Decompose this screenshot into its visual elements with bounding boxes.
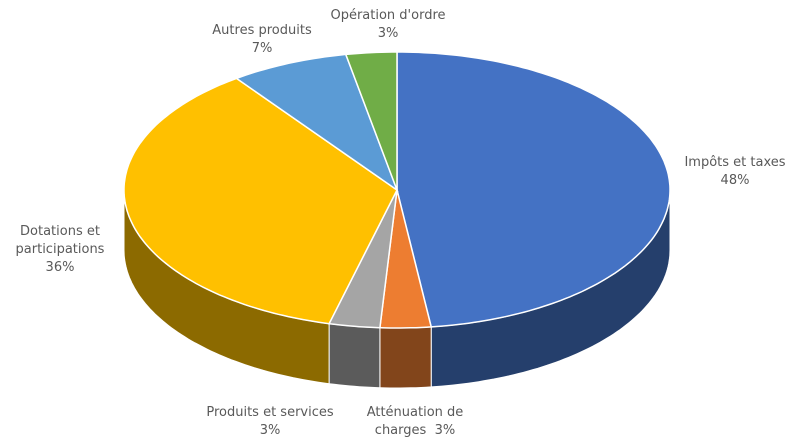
category-name: Dotations et participations bbox=[15, 224, 105, 257]
pie-slice bbox=[396, 51, 671, 328]
pie-slice bbox=[234, 53, 399, 192]
category-name: Produits et services bbox=[206, 405, 334, 420]
slice-label: Atténuation de charges 3% bbox=[358, 404, 473, 440]
slice-label: Impôts et taxes 48% bbox=[680, 154, 790, 190]
pie-slice bbox=[344, 51, 398, 191]
percent-label: 3% bbox=[259, 423, 281, 438]
category-name: Impôts et taxes bbox=[684, 155, 786, 170]
slice-label: Opération d'ordre 3% bbox=[313, 7, 463, 43]
slice-label: Produits et services 3% bbox=[190, 404, 350, 440]
category-name: Atténuation de charges bbox=[366, 405, 464, 438]
slice-label: Autres produits 7% bbox=[197, 22, 327, 58]
pie-side bbox=[328, 323, 381, 389]
percent-label: 3% bbox=[434, 423, 456, 438]
percent-label: 36% bbox=[45, 260, 75, 275]
category-name: Autres produits bbox=[212, 23, 312, 38]
pie-slice bbox=[123, 77, 398, 325]
category-name: Opération d'ordre bbox=[330, 8, 446, 23]
percent-label: 48% bbox=[720, 173, 750, 188]
pie-side bbox=[379, 326, 432, 389]
slice-label: Dotations et participations 36% bbox=[0, 223, 120, 277]
percent-label: 7% bbox=[251, 41, 273, 56]
percent-label: 3% bbox=[377, 26, 399, 41]
